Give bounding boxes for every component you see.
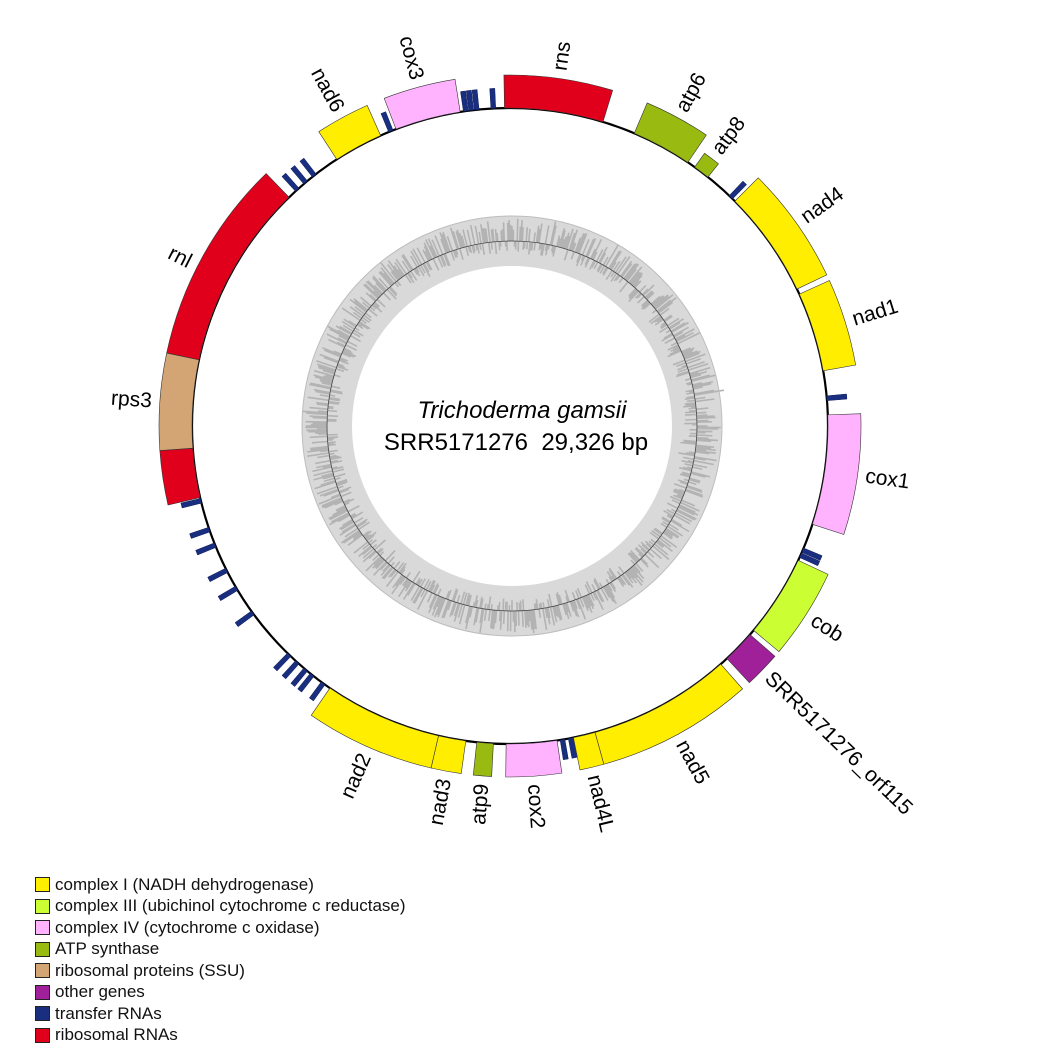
gene-label: nad4L: [583, 772, 619, 834]
gene-label: SRR5171276_orf115: [760, 667, 917, 820]
gene-nad4l: [573, 732, 605, 771]
gene-label: cox3: [394, 33, 428, 82]
trna-gene: [207, 567, 229, 583]
legend-swatch: [35, 984, 50, 1000]
trna-gene: [308, 681, 326, 702]
trna-gene: [299, 157, 317, 178]
legend-item-other: other genes: [35, 982, 406, 1004]
gene-nad4: [734, 177, 828, 290]
trna-gene: [489, 88, 496, 109]
gene-nad1: [798, 280, 857, 372]
organism-name: Trichoderma gamsii: [418, 397, 628, 424]
legend-swatch: [35, 898, 50, 914]
trna-gene: [180, 498, 202, 509]
trna-gene: [728, 180, 747, 200]
gene-label: rnl: [164, 242, 195, 273]
trna-gene: [234, 610, 255, 628]
legend-swatch: [35, 941, 50, 957]
gene-atp9: [472, 741, 494, 777]
legend-item-rrna: ribosomal RNAs: [35, 1025, 406, 1047]
gene-nad6: [318, 104, 381, 160]
trna-gene: [460, 90, 469, 112]
gene-label: nad6: [306, 64, 349, 116]
legend-label: transfer RNAs: [55, 1003, 162, 1023]
legend-item-complex-III: complex III (ubichinol cytochrome c redu…: [35, 896, 406, 918]
gene-label: cox2: [523, 783, 549, 829]
gene-cob: [753, 559, 829, 653]
gene-cox2: [505, 740, 563, 778]
legend-swatch: [35, 920, 50, 936]
gene-srr5171276_orf115: [726, 634, 776, 684]
gene-label: nad1: [849, 295, 900, 331]
gc-content-bars: [302, 218, 725, 634]
legend-label: other genes: [55, 982, 145, 1002]
trna-gene: [471, 89, 480, 111]
trna-gene: [189, 527, 211, 539]
gene-cox1: [812, 413, 862, 535]
gene-nad2: [310, 687, 439, 769]
legend-item-trna: transfer RNAs: [35, 1003, 406, 1025]
legend-swatch: [35, 877, 50, 893]
gene-nad5: [594, 663, 744, 765]
trna-gene: [281, 660, 300, 680]
trna-gene: [290, 667, 308, 687]
gene-atp6: [633, 102, 707, 163]
gene-label: nad5: [671, 736, 714, 788]
trna-gene: [273, 652, 292, 672]
legend-label: complex I (NADH dehydrogenase): [55, 874, 314, 894]
gene-cox3: [383, 78, 461, 130]
gc-midline: [326, 240, 698, 612]
gene-rnl: [166, 173, 290, 361]
trna-gene: [217, 585, 239, 602]
trna-gene: [559, 738, 569, 761]
gene-label: nad3: [425, 777, 456, 827]
gene-label: atp8: [707, 113, 750, 159]
legend-item-ssu: ribosomal proteins (SSU): [35, 960, 406, 982]
gene-label: rps3: [110, 387, 152, 413]
legend-swatch: [35, 963, 50, 979]
trna-gene: [195, 542, 217, 556]
gene-label: rns: [549, 40, 576, 72]
legend-item-atp: ATP synthase: [35, 939, 406, 961]
gene-label: nad4: [797, 182, 849, 228]
gene-label: nad2: [336, 750, 376, 802]
gene-label: atp9: [467, 783, 493, 826]
gc-content-ring: [301, 215, 725, 637]
trna-gene: [801, 547, 823, 561]
legend-item-complex-I: complex I (NADH dehydrogenase): [35, 874, 406, 896]
genome-backbone-circle: [190, 106, 830, 746]
legend-swatch: [35, 1006, 50, 1022]
trna-gene: [799, 552, 821, 567]
trna-track: [180, 88, 848, 761]
trna-gene: [290, 165, 308, 185]
trna-gene: [826, 393, 848, 401]
legend-label: ribosomal RNAs: [55, 1025, 178, 1045]
legend: complex I (NADH dehydrogenase) complex II…: [35, 874, 406, 1046]
legend-label: ATP synthase: [55, 939, 160, 959]
gene-track: [158, 74, 862, 778]
gene-label: cob: [807, 609, 848, 647]
trna-gene: [380, 111, 394, 133]
trna-gene: [568, 737, 578, 759]
legend-swatch: [35, 1027, 50, 1043]
gene-label: atp6: [671, 69, 711, 116]
gene-label: cox1: [864, 465, 911, 494]
legend-label: ribosomal proteins (SSU): [55, 960, 245, 980]
trna-gene: [297, 673, 315, 693]
gene-rps3: [158, 352, 200, 451]
legend-label: complex IV (cytochrome c oxidase): [55, 917, 320, 937]
accession-length: SRR5171276 29,326 bp: [384, 429, 648, 456]
legend-item-complex-IV: complex IV (cytochrome c oxidase): [35, 917, 406, 939]
legend-label: complex III (ubichinol cytochrome c redu…: [55, 896, 406, 916]
gene-atp8: [694, 152, 719, 178]
trna-gene: [281, 172, 300, 192]
trna-gene: [465, 89, 474, 111]
gene-rns: [503, 74, 614, 123]
gc-ring-outer-edge: [301, 215, 723, 637]
